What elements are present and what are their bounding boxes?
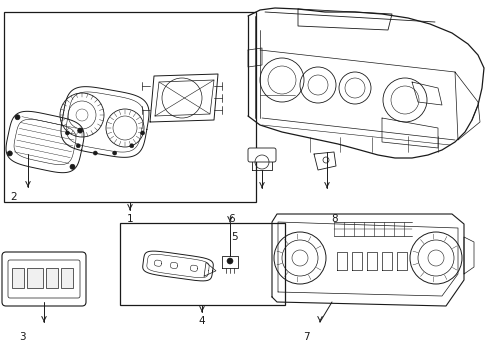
FancyBboxPatch shape (8, 260, 80, 298)
Text: 6: 6 (228, 214, 235, 224)
Circle shape (15, 115, 20, 120)
Text: 8: 8 (331, 214, 338, 224)
Bar (120, 223, 285, 305)
FancyBboxPatch shape (247, 148, 275, 162)
Circle shape (129, 144, 134, 148)
Circle shape (93, 151, 97, 155)
Text: 5: 5 (231, 232, 238, 242)
Bar (61, 268, 73, 288)
Text: 4: 4 (198, 316, 205, 326)
Circle shape (70, 164, 75, 169)
Circle shape (112, 151, 117, 155)
Circle shape (226, 258, 232, 264)
Circle shape (65, 131, 69, 135)
FancyBboxPatch shape (2, 252, 86, 306)
Text: 2: 2 (11, 192, 17, 202)
Circle shape (78, 128, 82, 133)
Text: 3: 3 (19, 332, 25, 342)
Circle shape (7, 151, 12, 156)
Circle shape (427, 250, 443, 266)
Circle shape (141, 131, 144, 135)
Text: 7: 7 (302, 332, 309, 342)
Bar (4, 12, 256, 202)
Bar (12, 268, 24, 288)
Text: 1: 1 (126, 214, 133, 224)
Bar (27, 268, 43, 288)
Circle shape (291, 250, 307, 266)
Bar (46, 268, 58, 288)
Circle shape (76, 144, 80, 148)
